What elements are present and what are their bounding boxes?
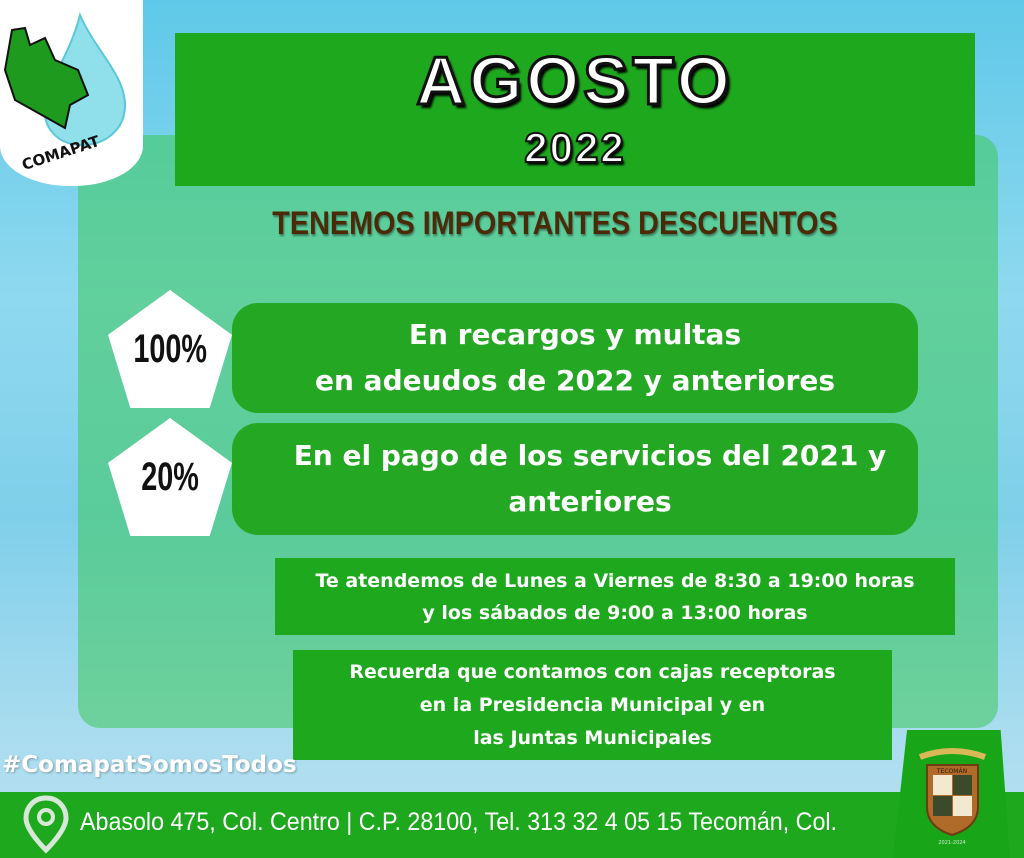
comapat-logo: COMAPAT (0, 0, 143, 186)
discounts-heading: TENEMOS IMPORTANTES DESCUENTOS (272, 205, 838, 241)
discount-card-1: En recargos y multas en adeudos de 2022 … (232, 303, 918, 413)
title-banner: AGOSTO 2022 (175, 33, 975, 186)
reminder-box: Recuerda que contamos con cajas receptor… (293, 650, 892, 760)
reminder-line: las Juntas Municipales (473, 726, 712, 749)
hashtag: #ComapatSomosTodos (2, 752, 297, 778)
reminder-line: en la Presidencia Municipal y en (419, 693, 766, 716)
month-title: AGOSTO (415, 43, 734, 119)
percent-label: 100% (133, 326, 207, 371)
discount-line: anteriores (508, 485, 672, 518)
discount-card-2: En el pago de los servicios del 2021 y a… (232, 423, 918, 535)
seal-text: TECOMÁN (936, 768, 967, 775)
location-pin-icon (23, 795, 69, 854)
hours-line: y los sábados de 9:00 a 13:00 horas (422, 601, 808, 624)
hours-box: Te atendemos de Lunes a Viernes de 8:30 … (275, 558, 955, 635)
footer-bar (0, 792, 1024, 858)
reminder-line: Recuerda que contamos con cajas receptor… (349, 660, 836, 683)
seal-years: 2021-2024 (938, 840, 965, 845)
hours-line: Te atendemos de Lunes a Viernes de 8:30 … (315, 569, 915, 592)
footer-address: Abasolo 475, Col. Centro | C.P. 28100, T… (80, 808, 838, 836)
discount-line: En recargos y multas (408, 318, 742, 351)
discount-line: en adeudos de 2022 y anteriores (315, 364, 835, 397)
year-title: 2022 (523, 124, 626, 172)
percent-label: 20% (141, 454, 199, 499)
discount-line: En el pago de los servicios del 2021 y (293, 439, 887, 472)
logo-icon: COMAPAT (3, 11, 127, 174)
tecoman-seal-icon: TECOMÁN 2021-2024 (918, 748, 987, 845)
